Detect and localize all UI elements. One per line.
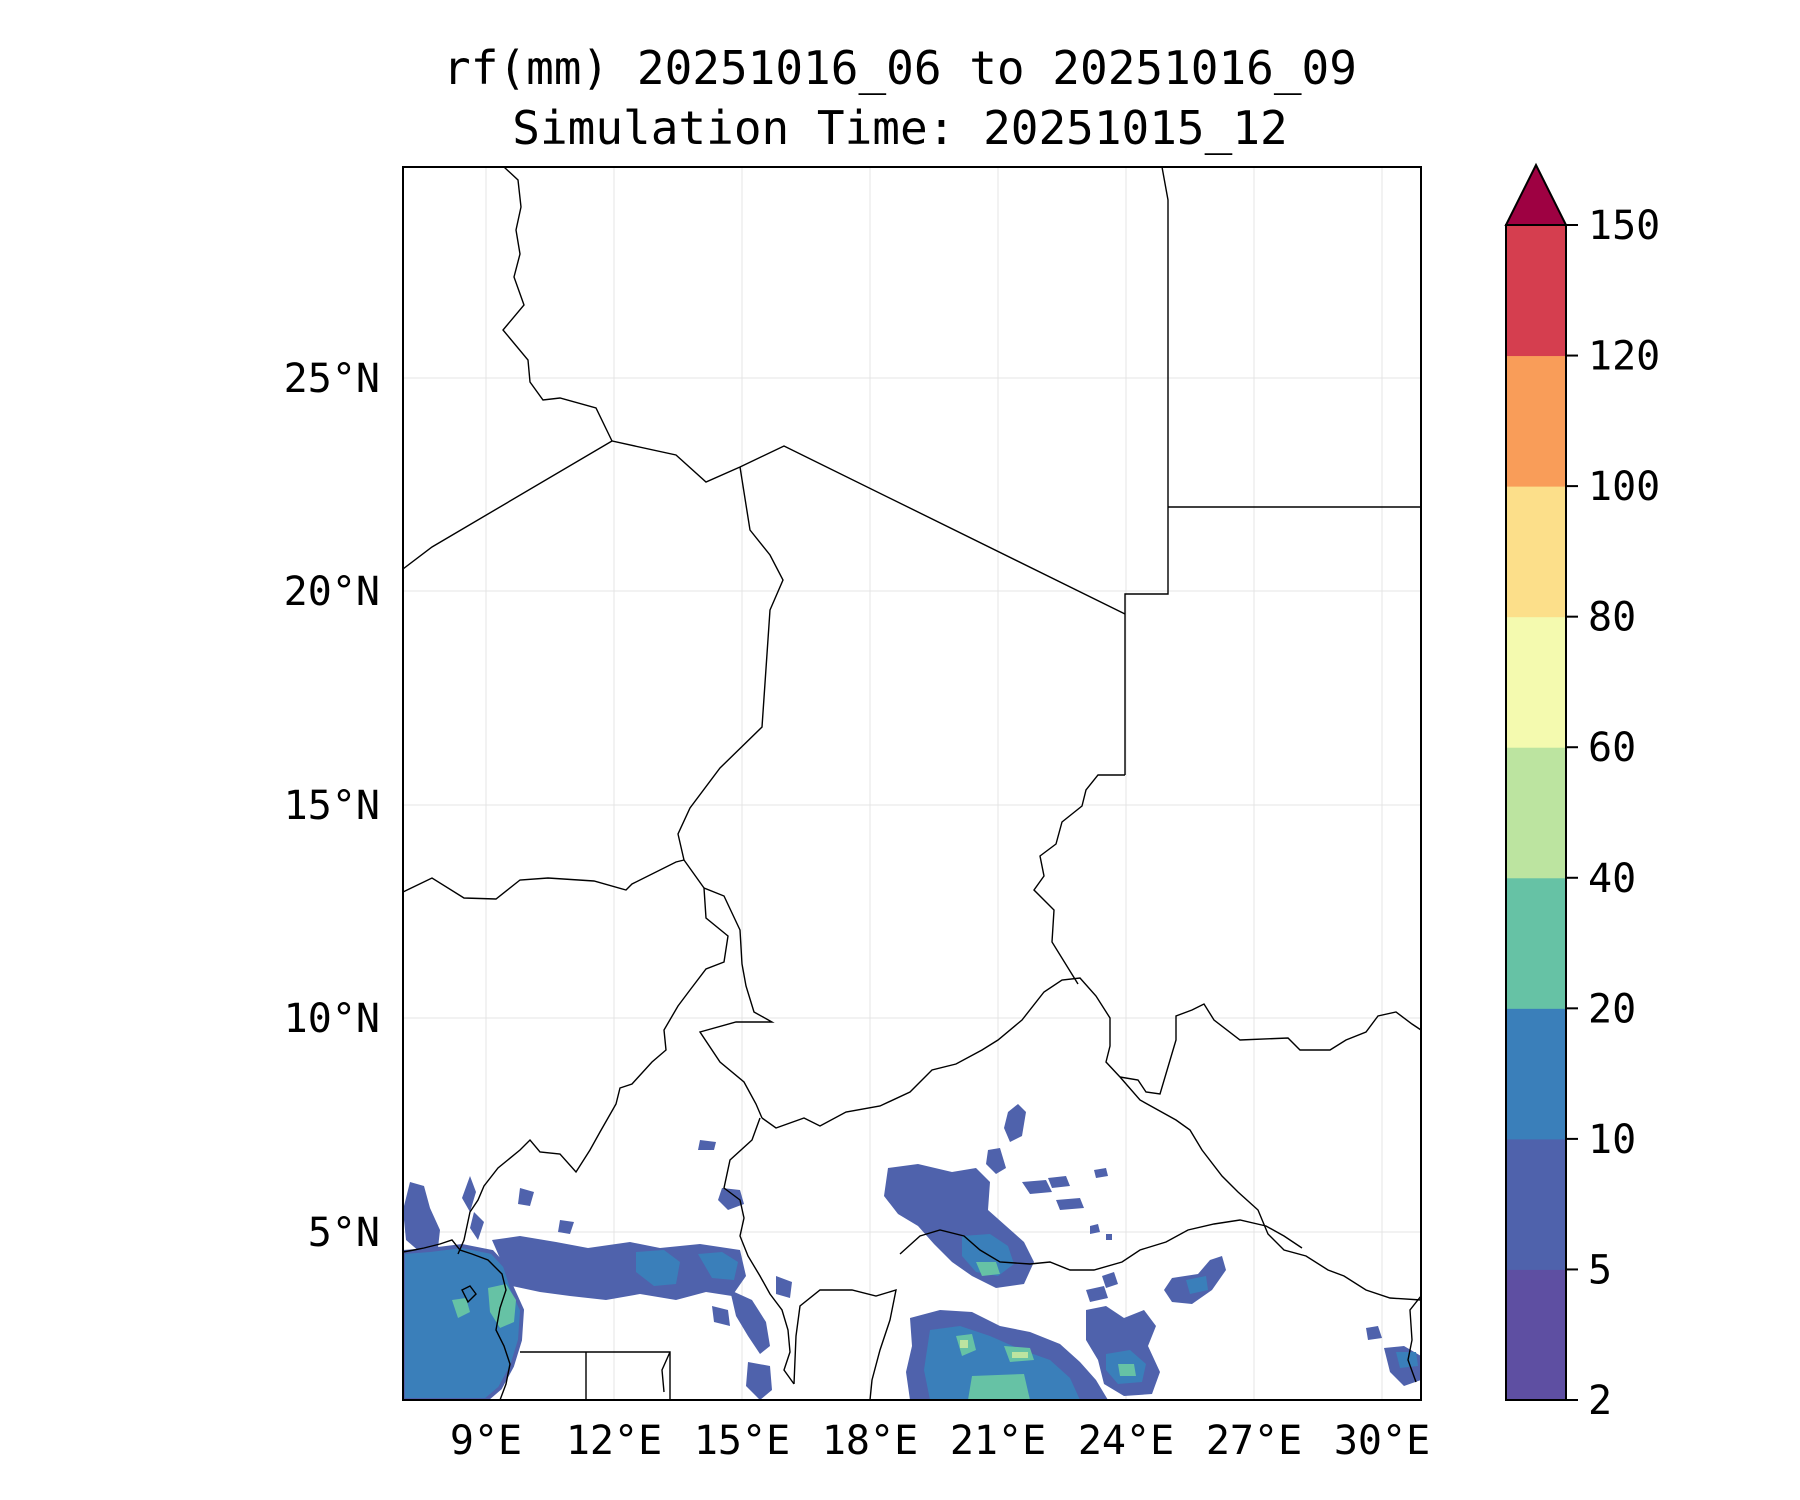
border-car-drc — [1119, 1076, 1421, 1301]
title-line-1: rf(mm) 20251016_06 to 20251016_09 — [443, 41, 1357, 95]
rain-area-south-car-peak — [960, 1340, 1028, 1358]
map-frame — [402, 166, 1422, 1401]
rain-speckle-west — [462, 1176, 484, 1240]
rain-area-coast — [403, 1182, 440, 1252]
colorbar-tick-label: 10 — [1588, 1117, 1636, 1163]
rain-area-east-1-core — [1118, 1364, 1136, 1376]
latitude-labels: 25°N 20°N 15°N 10°N 5°N — [284, 356, 380, 1256]
border-algeria-libya — [502, 167, 613, 442]
colorbar-extend-arrow — [1504, 162, 1568, 226]
lon-label: 9°E — [450, 1418, 522, 1464]
rain-area-west-core — [488, 1284, 516, 1328]
rain-area-west-small — [452, 1298, 470, 1318]
border-car-sudan — [1119, 1003, 1421, 1095]
colorbar-segment — [1506, 1138, 1566, 1270]
lat-label: 25°N — [284, 356, 380, 402]
colorbar-outline — [1505, 224, 1567, 1401]
rainfall-field — [403, 1104, 1421, 1400]
colorbar-tick-label: 2 — [1588, 1378, 1612, 1424]
colorbar-segment — [1506, 486, 1566, 618]
border-drc-east — [1407, 1295, 1421, 1383]
rain-speckle-car — [1022, 1168, 1108, 1210]
colorbar-tick-label: 80 — [1588, 595, 1636, 641]
lon-label: 15°E — [694, 1418, 790, 1464]
lon-label: 12°E — [566, 1418, 662, 1464]
colorbar-tick-label: 20 — [1588, 986, 1636, 1032]
colorbar-tick-label: 150 — [1588, 203, 1660, 249]
rain-area-far-east — [1366, 1326, 1421, 1386]
colorbar-tick-label: 120 — [1588, 334, 1660, 380]
rain-speckle-cameroon — [518, 1140, 744, 1234]
rain-area-far-east-inner — [1396, 1352, 1418, 1368]
border-car-south — [899, 1219, 1303, 1271]
colorbar-segment — [1506, 616, 1566, 748]
colorbar-segment — [1506, 877, 1566, 1009]
lat-label: 10°N — [284, 996, 380, 1042]
gridlines — [403, 167, 1421, 1400]
border-chad-nigeria-cameroon — [457, 859, 729, 1255]
rain-band-cameroon — [492, 1236, 746, 1300]
title-line-2: Simulation Time: 20251015_12 — [512, 101, 1288, 155]
rain-area-congo — [712, 1276, 792, 1400]
colorbar-segment — [1506, 1269, 1566, 1401]
border-niger-nigeria — [403, 859, 685, 900]
rain-band-cameroon-inner — [636, 1250, 738, 1286]
lon-label: 27°E — [1206, 1418, 1302, 1464]
border-niger-north — [403, 440, 741, 570]
lon-label: 21°E — [950, 1418, 1046, 1464]
border-chad-libya — [739, 445, 1126, 615]
rain-area-car-west-core — [976, 1262, 1000, 1276]
lon-label: 24°E — [1078, 1418, 1174, 1464]
coastline-gulf — [403, 1239, 511, 1400]
lat-label: 15°N — [284, 783, 380, 829]
border-congo-gabon — [793, 1288, 897, 1400]
border-car-congo — [723, 1117, 795, 1385]
lon-label: 30°E — [1334, 1418, 1430, 1464]
colorbar: 2 5 10 20 40 60 80 100 120 150 — [1504, 162, 1660, 1424]
rain-area-car-west — [884, 1164, 1034, 1288]
colorbar-tick-label: 100 — [1588, 464, 1660, 510]
colorbar-segment — [1506, 355, 1566, 487]
map-title: rf(mm) 20251016_06 to 20251016_09 Simula… — [0, 38, 1800, 158]
colorbar-segment — [1506, 1008, 1566, 1140]
rain-area-car-north — [986, 1104, 1026, 1174]
rain-area-south-car-core — [956, 1334, 1034, 1400]
colorbar-tick-label: 60 — [1588, 725, 1636, 771]
border-chad-niger — [677, 466, 784, 861]
rain-speckle-east — [1090, 1224, 1112, 1240]
border-sudan-egypt-libya — [1124, 167, 1169, 775]
lat-label: 5°N — [308, 1210, 380, 1256]
longitude-labels: 9°E 12°E 15°E 18°E 21°E 24°E 27°E 30°E — [450, 1418, 1430, 1464]
colorbar-tick-label: 5 — [1588, 1247, 1612, 1293]
border-gabon-eq-guinea — [520, 1351, 671, 1400]
colorbar-tick-label: 40 — [1588, 856, 1636, 902]
island-bioko — [461, 1285, 477, 1304]
border-chad-cameroon — [698, 887, 775, 1119]
lon-label: 18°E — [822, 1418, 918, 1464]
rain-area-east-3-inner — [1186, 1276, 1208, 1294]
colorbar-segment — [1506, 225, 1566, 357]
rain-area-east-2 — [1086, 1272, 1118, 1302]
border-chad-sudan — [1033, 774, 1125, 985]
border-chad-car — [761, 977, 1121, 1129]
colorbar-segment — [1506, 747, 1566, 879]
country-borders — [403, 167, 1421, 1400]
lat-label: 20°N — [284, 569, 380, 615]
